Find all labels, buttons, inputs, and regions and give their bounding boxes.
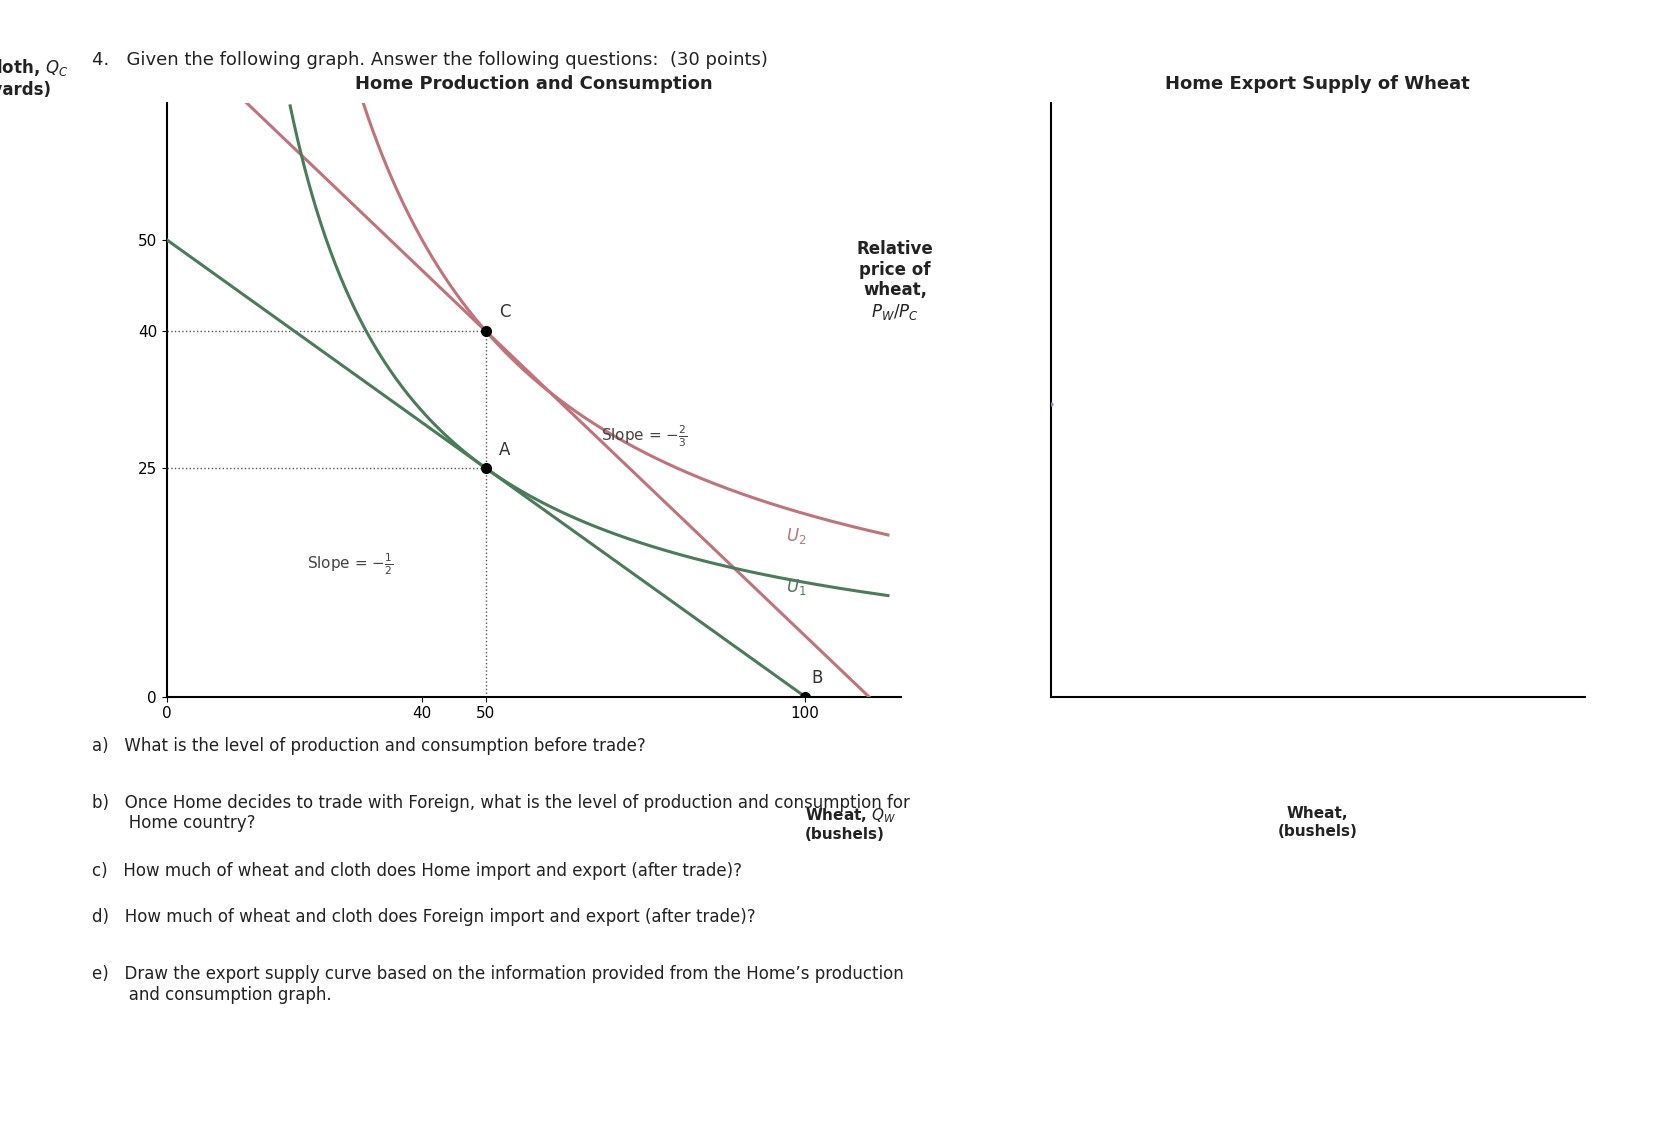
Text: $U_1$: $U_1$: [786, 577, 806, 596]
Text: $U_2$: $U_2$: [786, 526, 806, 546]
Text: a)   What is the level of production and consumption before trade?: a) What is the level of production and c…: [92, 737, 646, 755]
Text: d)   How much of wheat and cloth does Foreign import and export (after trade)?: d) How much of wheat and cloth does Fore…: [92, 908, 756, 926]
Text: Cloth, $Q_C$
(yards): Cloth, $Q_C$ (yards): [0, 57, 68, 99]
Text: A: A: [499, 441, 510, 459]
Text: b)   Once Home decides to trade with Foreign, what is the level of production an: b) Once Home decides to trade with Forei…: [92, 794, 909, 833]
Text: e)   Draw the export supply curve based on the information provided from the Hom: e) Draw the export supply curve based on…: [92, 965, 904, 1004]
Text: Slope = $-\frac{2}{3}$: Slope = $-\frac{2}{3}$: [600, 424, 687, 449]
Title: Home Production and Consumption: Home Production and Consumption: [355, 75, 712, 93]
Text: 4.   Given the following graph. Answer the following questions:  (30 points): 4. Given the following graph. Answer the…: [92, 51, 767, 70]
Text: C: C: [499, 304, 510, 322]
Text: Wheat,
(bushels): Wheat, (bushels): [1278, 806, 1358, 838]
Text: Slope = $-\frac{1}{2}$: Slope = $-\frac{1}{2}$: [307, 552, 394, 577]
Text: Wheat, $Q_W$
(bushels): Wheat, $Q_W$ (bushels): [806, 806, 896, 843]
Text: c)   How much of wheat and cloth does Home import and export (after trade)?: c) How much of wheat and cloth does Home…: [92, 862, 742, 880]
Text: B: B: [811, 669, 822, 687]
Text: Relative
price of
wheat,
$P_W/P_C$: Relative price of wheat, $P_W/P_C$: [857, 240, 934, 322]
Title: Home Export Supply of Wheat: Home Export Supply of Wheat: [1166, 75, 1470, 93]
